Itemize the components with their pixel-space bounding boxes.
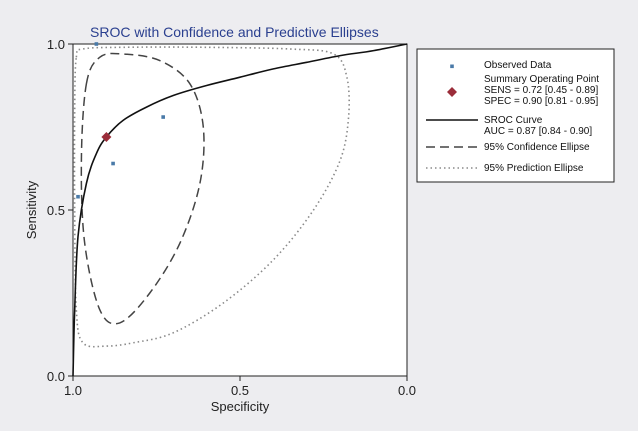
chart-title: SROC with Confidence and Predictive Elli… (90, 24, 379, 40)
confidence-ellipse (80, 52, 205, 325)
x-axis-label: Specificity (211, 399, 270, 414)
legend-label: 95% Confidence Ellipse (484, 142, 590, 153)
legend-label: AUC = 0.87 [0.84 - 0.90] (484, 126, 592, 137)
plot-area (72, 43, 408, 377)
axis-ticks: 1.0 0.5 0.0 0.0 0.5 1.0 (47, 37, 416, 398)
legend-label: 95% Prediction Ellipse (484, 163, 584, 174)
legend-observed-symbol (450, 64, 454, 69)
x-tick-label: 1.0 (64, 383, 82, 398)
summary-point (101, 131, 112, 142)
legend-label: Observed Data (484, 60, 552, 71)
y-axis-label: Sensitivity (24, 180, 39, 239)
prediction-ellipse (73, 46, 351, 348)
legend-label: SENS = 0.72 [0.45 - 0.89] (484, 85, 598, 96)
y-tick-label: 0.5 (47, 203, 65, 218)
x-tick-label: 0.5 (231, 383, 249, 398)
legend-label: Summary Operating Point (484, 74, 599, 85)
y-tick-label: 0.0 (47, 369, 65, 384)
observed-point (161, 115, 165, 119)
legend: Observed Data Summary Operating PointSENS… (416, 48, 615, 183)
legend-label: SROC Curve (484, 115, 543, 126)
legend-label: SPEC = 0.90 [0.81 - 0.95] (484, 96, 598, 107)
legend-box (416, 48, 615, 183)
sroc-curve (72, 43, 408, 377)
legend-summary-symbol (447, 87, 457, 97)
observed-point (94, 42, 99, 46)
x-tick-label: 0.0 (398, 383, 416, 398)
chart-marks (72, 42, 408, 377)
observed-point (76, 194, 80, 199)
y-tick-label: 1.0 (47, 37, 65, 52)
observed-point (111, 161, 115, 166)
